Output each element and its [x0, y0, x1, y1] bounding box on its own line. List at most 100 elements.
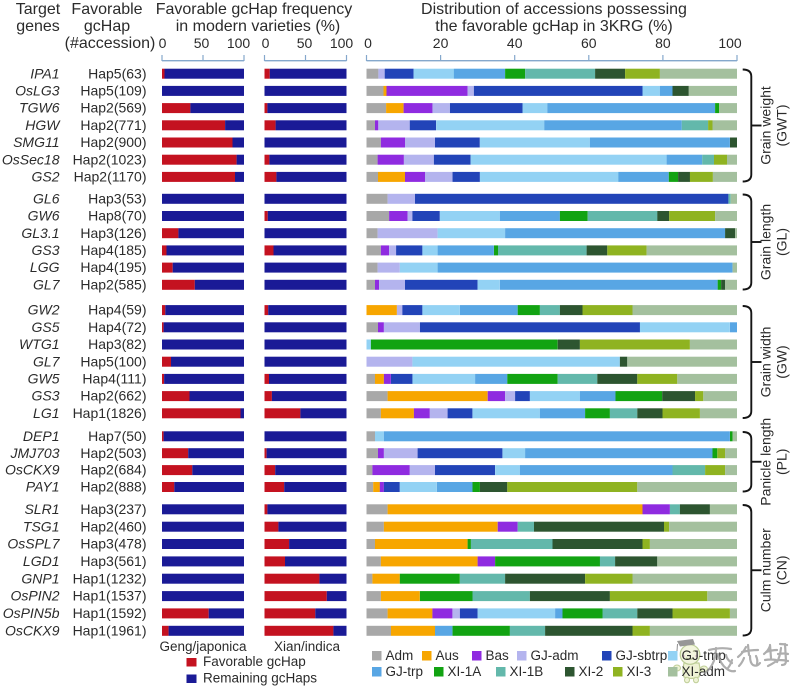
svg-text:Hap5(109): Hap5(109): [80, 83, 146, 99]
svg-text:HGW: HGW: [25, 117, 61, 133]
svg-text:Hap3(53): Hap3(53): [88, 190, 146, 206]
svg-text:(PL): (PL): [774, 449, 790, 475]
svg-text:the favorable gcHap in 3KRG (%: the favorable gcHap in 3KRG (%): [435, 18, 672, 35]
svg-text:Hap4(195): Hap4(195): [80, 259, 146, 275]
svg-text:OsLG3: OsLG3: [15, 83, 60, 99]
svg-text:GL3.1: GL3.1: [21, 225, 59, 241]
svg-text:GJ-sbtrp: GJ-sbtrp: [616, 648, 668, 663]
svg-text:80: 80: [655, 35, 671, 51]
svg-text:genes: genes: [16, 18, 60, 35]
svg-text:Hap2(569): Hap2(569): [80, 100, 146, 116]
svg-text:50: 50: [194, 35, 210, 51]
svg-text:PAY1: PAY1: [26, 479, 60, 495]
svg-text:IPA1: IPA1: [30, 65, 59, 81]
svg-text:0: 0: [159, 35, 167, 51]
svg-text:Hap1(1232): Hap1(1232): [73, 570, 147, 586]
svg-text:100: 100: [227, 35, 251, 51]
svg-text:100: 100: [718, 35, 742, 51]
svg-text:TGW6: TGW6: [19, 100, 60, 116]
svg-text:GS2: GS2: [31, 169, 59, 185]
svg-text:50: 50: [297, 35, 313, 51]
svg-text:Hap2(503): Hap2(503): [80, 445, 146, 461]
svg-text:(GWT): (GWT): [774, 105, 790, 147]
svg-text:40: 40: [507, 35, 523, 51]
svg-text:GS3: GS3: [31, 242, 59, 258]
svg-text:XI-adm: XI-adm: [682, 664, 726, 679]
svg-text:Hap5(63): Hap5(63): [88, 65, 146, 81]
svg-text:Bas: Bas: [486, 648, 510, 663]
svg-text:Hap1(1537): Hap1(1537): [73, 588, 147, 604]
svg-text:Hap4(59): Hap4(59): [88, 302, 146, 318]
svg-text:60: 60: [581, 35, 597, 51]
svg-text:Hap2(1170): Hap2(1170): [74, 169, 147, 185]
svg-text:GS5: GS5: [31, 319, 59, 335]
svg-text:Adm: Adm: [386, 648, 414, 663]
svg-text:GS3: GS3: [31, 388, 59, 404]
svg-text:Grain weight: Grain weight: [758, 86, 774, 165]
svg-text:Grain width: Grain width: [758, 327, 774, 398]
svg-text:GNP1: GNP1: [21, 570, 59, 586]
svg-text:XI-1A: XI-1A: [448, 664, 482, 679]
svg-text:Panicle length: Panicle length: [758, 418, 774, 506]
svg-text:Hap3(237): Hap3(237): [80, 501, 146, 517]
svg-text:Target: Target: [16, 1, 61, 18]
svg-text:in modern varieties (%): in modern varieties (%): [176, 18, 341, 35]
svg-text:Aus: Aus: [436, 648, 460, 663]
svg-text:Hap3(561): Hap3(561): [80, 553, 146, 569]
svg-text:GW6: GW6: [28, 208, 60, 224]
svg-text:Hap1(1826): Hap1(1826): [73, 405, 147, 421]
svg-text:Hap4(111): Hap4(111): [82, 371, 146, 387]
svg-text:(GW): (GW): [774, 345, 790, 378]
svg-text:gcHap: gcHap: [84, 18, 130, 35]
svg-text:Culm number: Culm number: [758, 528, 774, 612]
svg-text:Hap3(126): Hap3(126): [80, 225, 146, 241]
svg-text:TSG1: TSG1: [23, 518, 60, 534]
svg-text:Hap2(900): Hap2(900): [80, 134, 146, 150]
svg-text:Hap2(684): Hap2(684): [80, 462, 146, 478]
svg-text:GJ-adm: GJ-adm: [531, 648, 579, 663]
svg-text:WTG1: WTG1: [19, 336, 59, 352]
svg-text:LG1: LG1: [33, 405, 59, 421]
svg-text:Hap7(50): Hap7(50): [88, 428, 146, 444]
svg-text:GW5: GW5: [28, 371, 60, 387]
svg-text:Hap1(1961): Hap1(1961): [73, 622, 147, 638]
svg-text:Hap2(888): Hap2(888): [80, 479, 146, 495]
svg-text:0: 0: [262, 35, 270, 51]
svg-text:OsPIN2: OsPIN2: [10, 588, 59, 604]
svg-text:Hap3(478): Hap3(478): [80, 536, 146, 552]
svg-text:(CN): (CN): [774, 555, 790, 585]
svg-text:LGD1: LGD1: [23, 553, 60, 569]
svg-text:DEP1: DEP1: [23, 428, 60, 444]
svg-text:LGG: LGG: [30, 259, 60, 275]
svg-text:GL7: GL7: [33, 276, 61, 292]
svg-text:Hap2(662): Hap2(662): [80, 388, 146, 404]
svg-text:JMJ703: JMJ703: [9, 445, 59, 461]
svg-text:XI-1B: XI-1B: [510, 664, 544, 679]
svg-text:100: 100: [330, 35, 354, 51]
svg-text:Grain length: Grain length: [758, 204, 774, 280]
svg-text:GL6: GL6: [33, 190, 60, 206]
svg-text:GW2: GW2: [28, 302, 60, 318]
svg-text:XI-3: XI-3: [627, 664, 652, 679]
svg-text:Remaining gcHaps: Remaining gcHaps: [203, 671, 317, 686]
svg-text:Distribution of accessions pos: Distribution of accessions possessing: [421, 1, 687, 18]
svg-text:Hap3(82): Hap3(82): [88, 336, 146, 352]
svg-text:GJ-trp: GJ-trp: [386, 664, 424, 679]
svg-text:SMG11: SMG11: [13, 134, 59, 150]
svg-text:0: 0: [364, 35, 372, 51]
svg-text:Hap4(72): Hap4(72): [88, 319, 146, 335]
svg-text:20: 20: [433, 35, 449, 51]
svg-text:Hap2(585): Hap2(585): [80, 276, 146, 292]
svg-text:(#accession): (#accession): [65, 35, 156, 52]
svg-text:Favorable gcHap frequency: Favorable gcHap frequency: [156, 1, 353, 18]
svg-text:(GL): (GL): [774, 228, 790, 256]
svg-text:SLR1: SLR1: [24, 501, 59, 517]
svg-text:Hap2(460): Hap2(460): [80, 518, 146, 534]
svg-text:Hap5(100): Hap5(100): [80, 353, 146, 369]
svg-text:GL7: GL7: [33, 353, 61, 369]
svg-text:Hap2(771): Hap2(771): [80, 117, 146, 133]
svg-text:OsSec18: OsSec18: [2, 151, 60, 167]
svg-text:Hap1(1592): Hap1(1592): [73, 605, 147, 621]
svg-text:OsSPL7: OsSPL7: [7, 536, 60, 552]
svg-text:Hap2(1023): Hap2(1023): [73, 151, 147, 167]
